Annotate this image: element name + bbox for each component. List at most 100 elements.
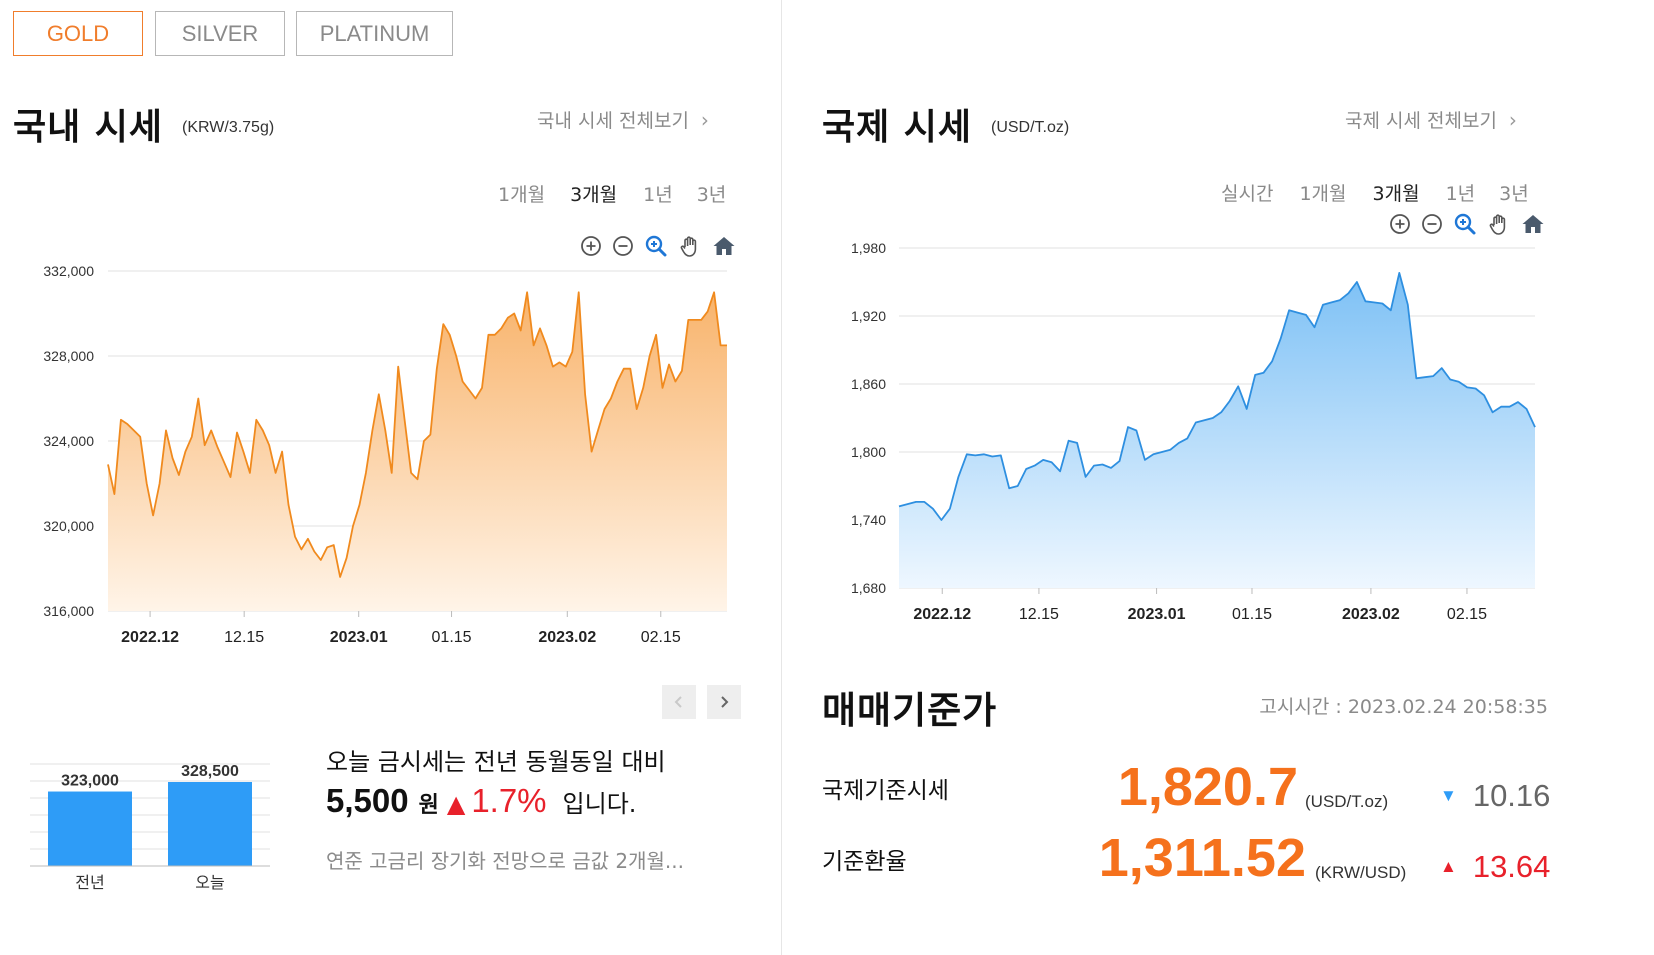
notice-time-value: 2023.02.24 20:58:35	[1347, 696, 1548, 718]
period-3m[interactable]: 3개월	[570, 184, 618, 206]
domestic-chart-tools	[580, 234, 736, 258]
chevron-right-icon	[721, 696, 729, 708]
period-3m[interactable]: 3개월	[1372, 183, 1420, 205]
domestic-xtick-label: 12.15	[224, 629, 264, 646]
magnifier-icon[interactable]	[1453, 212, 1477, 236]
international-ytick-label: 1,860	[851, 376, 886, 392]
prev-page-button[interactable]	[662, 685, 696, 719]
international-xtick-label: 02.15	[1447, 606, 1487, 623]
international-chart-tools	[1389, 212, 1545, 236]
chevron-right-icon: ›	[700, 107, 709, 132]
exchange-rate-unit: (KRW/USD)	[1315, 863, 1407, 882]
international-title: 국제 시세	[822, 107, 973, 148]
pan-hand-icon[interactable]	[1487, 212, 1511, 236]
mini-bar-value-label: 323,000	[61, 773, 119, 790]
international-view-all-link[interactable]: 국제 시세 전체보기 ›	[1345, 106, 1517, 133]
period-1y[interactable]: 1년	[1445, 183, 1476, 205]
intl-standard-price-label: 국제기준시세	[822, 778, 949, 804]
domestic-xtick-label: 01.15	[432, 629, 472, 646]
international-xtick-label: 2023.02	[1342, 606, 1400, 623]
summary-line1: 오늘 금시세는 전년 동월동일 대비	[326, 748, 666, 776]
intl-standard-price-change-value: 10.16	[1472, 778, 1551, 813]
magnifier-icon[interactable]	[644, 234, 668, 258]
international-unit: (USD/T.oz)	[991, 119, 1070, 136]
period-3y[interactable]: 3년	[1499, 183, 1529, 205]
intl-standard-price-unit: (USD/T.oz)	[1305, 792, 1389, 811]
zoom-in-icon[interactable]	[1389, 213, 1411, 235]
international-ytick-label: 1,920	[851, 308, 886, 324]
zoom-out-icon[interactable]	[1421, 213, 1443, 235]
period-1y[interactable]: 1년	[643, 184, 673, 206]
up-arrow-icon: ▲	[1440, 857, 1457, 876]
domestic-ytick-label: 320,000	[43, 518, 94, 534]
exchange-rate-change: ▲ 13.64	[1440, 849, 1550, 885]
mini-bar	[48, 791, 132, 866]
summary-diff-pct: 1.7%	[471, 782, 547, 819]
domestic-view-all-link[interactable]: 국내 시세 전체보기 ›	[537, 106, 709, 133]
exchange-rate-value: 1,311.52	[1098, 828, 1306, 888]
tab-gold[interactable]: GOLD	[13, 11, 143, 56]
notice-time-label: 고시시간 :	[1259, 696, 1342, 718]
international-xtick-label: 2022.12	[913, 606, 971, 623]
domestic-view-all-label: 국내 시세 전체보기	[537, 110, 689, 132]
exchange-rate-label: 기준환율	[822, 849, 907, 875]
up-arrow-icon: ▲	[446, 790, 466, 818]
summary-diff-amount: 5,500	[326, 782, 409, 819]
period-1m[interactable]: 1개월	[498, 184, 546, 206]
international-xtick-label: 2023.01	[1128, 606, 1186, 623]
year-over-year-bar-chart: 323,000 전년 328,500 오늘	[30, 763, 270, 892]
tab-platinum[interactable]: PLATINUM	[296, 11, 453, 56]
international-series-line	[898, 272, 1536, 521]
international-ytick-label: 1,800	[851, 444, 886, 460]
home-icon[interactable]	[712, 235, 736, 257]
summary-tail: 입니다.	[562, 790, 637, 818]
zoom-in-icon[interactable]	[580, 235, 602, 257]
domestic-title: 국내 시세	[13, 107, 164, 148]
period-realtime[interactable]: 실시간	[1221, 183, 1274, 205]
domestic-xtick-label: 2022.12	[121, 629, 179, 646]
domestic-series-line	[107, 291, 727, 578]
intl-standard-price-value: 1,820.7	[1117, 757, 1298, 817]
period-3y[interactable]: 3년	[696, 184, 727, 206]
pan-hand-icon[interactable]	[678, 234, 702, 258]
international-view-all-label: 국제 시세 전체보기	[1345, 110, 1497, 132]
mini-bar	[168, 782, 252, 866]
exchange-rate-change-value: 13.64	[1472, 849, 1551, 884]
international-ytick-label: 1,680	[851, 580, 886, 596]
international-period-selector: 실시간 1개월 3개월 1년 3년	[1221, 179, 1529, 206]
international-price-chart: 1,680 1,740 1,800 1,860 1,920 1,980 2022.12 12.…	[851, 240, 1536, 623]
international-ytick-label: 1,740	[851, 512, 886, 528]
standard-price-title: 매매기준가	[822, 689, 998, 732]
mini-bar-value-label: 328,500	[181, 763, 239, 780]
column-divider	[781, 0, 782, 955]
period-1m[interactable]: 1개월	[1299, 183, 1347, 205]
international-xtick-label: 12.15	[1019, 606, 1059, 623]
international-xtick-label: 01.15	[1232, 606, 1272, 623]
domestic-unit: (KRW/3.75g)	[182, 119, 275, 136]
next-page-button[interactable]	[707, 685, 741, 719]
domestic-ytick-label: 332,000	[43, 263, 94, 279]
tab-silver[interactable]: SILVER	[155, 11, 285, 56]
news-headline-link[interactable]: 연준 고금리 장기화 전망으로 금값 2개월...	[326, 849, 684, 873]
mini-bar-category-label: 오늘	[195, 873, 224, 892]
zoom-out-icon[interactable]	[612, 235, 634, 257]
chevron-left-icon	[674, 696, 682, 708]
summary-won: 원	[418, 793, 439, 818]
domestic-ytick-label: 316,000	[43, 603, 94, 619]
down-arrow-icon: ▼	[1440, 786, 1457, 805]
chevron-right-icon: ›	[1508, 107, 1517, 132]
domestic-xtick-label: 2023.02	[538, 629, 596, 646]
international-area	[899, 272, 1535, 588]
notice-time: 고시시간 : 2023.02.24 20:58:35	[1259, 692, 1548, 719]
mini-bar-category-label: 전년	[75, 873, 104, 892]
domestic-period-selector: 1개월 3개월 1년 3년	[498, 180, 726, 207]
intl-standard-price-change: ▼ 10.16	[1440, 778, 1550, 814]
domestic-price-chart: 316,000 320,000 324,000 328,000 332,000 2022.…	[43, 263, 727, 646]
home-icon[interactable]	[1521, 213, 1545, 235]
summary-line2: 5,500 원 ▲ 1.7% 입니다.	[326, 782, 636, 820]
domestic-xtick-label: 2023.01	[330, 629, 388, 646]
domestic-ytick-label: 324,000	[43, 433, 94, 449]
domestic-area	[108, 292, 727, 611]
domestic-xtick-label: 02.15	[641, 629, 681, 646]
domestic-ytick-label: 328,000	[43, 348, 94, 364]
